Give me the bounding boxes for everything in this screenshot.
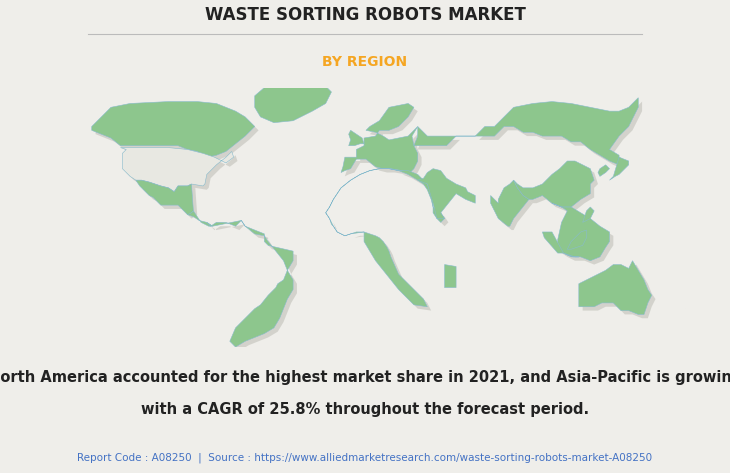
Polygon shape [349, 131, 364, 146]
Text: Report Code : A08250  |  Source : https://www.alliedmarketresearch.com/waste-sor: Report Code : A08250 | Source : https://… [77, 453, 653, 464]
Polygon shape [326, 169, 445, 307]
Polygon shape [564, 253, 579, 257]
Polygon shape [96, 105, 258, 161]
Polygon shape [418, 102, 642, 169]
Polygon shape [207, 220, 293, 347]
Polygon shape [686, 309, 696, 322]
Polygon shape [139, 184, 197, 219]
Polygon shape [255, 80, 331, 123]
Polygon shape [414, 98, 638, 165]
Text: WASTE SORTING ROBOTS MARKET: WASTE SORTING ROBOTS MARKET [204, 6, 526, 24]
Polygon shape [514, 161, 594, 207]
Polygon shape [552, 203, 610, 261]
Polygon shape [120, 148, 234, 192]
Polygon shape [518, 165, 598, 211]
Polygon shape [494, 184, 533, 230]
Polygon shape [136, 180, 193, 215]
Polygon shape [329, 173, 448, 311]
Polygon shape [418, 169, 475, 219]
Polygon shape [610, 157, 629, 180]
Polygon shape [583, 264, 656, 318]
Polygon shape [579, 261, 652, 315]
Polygon shape [491, 180, 529, 226]
Polygon shape [598, 165, 610, 176]
Polygon shape [124, 151, 237, 195]
Polygon shape [211, 224, 297, 351]
Polygon shape [556, 207, 613, 264]
Text: with a CAGR of 25.8% throughout the forecast period.: with a CAGR of 25.8% throughout the fore… [141, 402, 589, 417]
Text: BY REGION: BY REGION [323, 55, 407, 69]
Polygon shape [345, 107, 421, 176]
Polygon shape [92, 102, 255, 157]
Polygon shape [341, 104, 418, 173]
Polygon shape [445, 264, 456, 288]
Polygon shape [188, 211, 212, 226]
Polygon shape [583, 207, 594, 222]
Text: North America accounted for the highest market share in 2021, and Asia-Pacific i: North America accounted for the highest … [0, 369, 730, 385]
Polygon shape [542, 232, 564, 253]
Polygon shape [567, 230, 586, 249]
